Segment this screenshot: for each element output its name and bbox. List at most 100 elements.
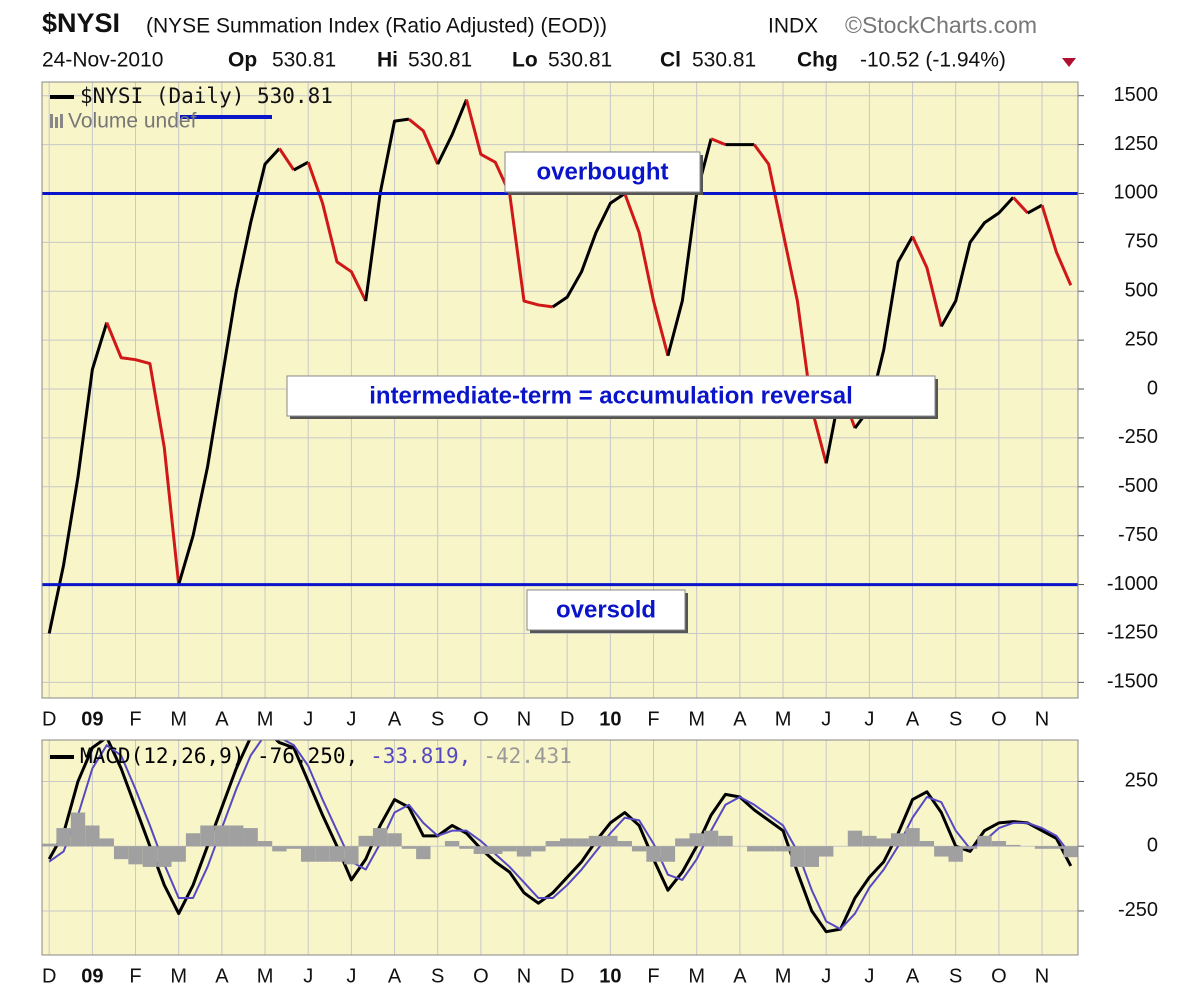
x-tick-label: M	[688, 965, 705, 987]
line-piece	[306, 161, 368, 302]
volume-icon	[60, 114, 63, 128]
x-tick-label: M	[775, 708, 792, 730]
legend-label: -33.819,	[370, 744, 471, 768]
line-piece	[940, 196, 1015, 328]
histogram-bar	[372, 828, 388, 847]
histogram-bar	[790, 846, 805, 867]
x-tick-label: A	[906, 708, 920, 730]
line-piece	[1012, 196, 1029, 215]
histogram-bar	[675, 838, 690, 847]
x-tick-label: M	[775, 965, 792, 987]
histogram-bar	[761, 846, 776, 852]
histogram-bar	[128, 846, 143, 865]
x-tick-label: D	[560, 708, 574, 730]
histogram-bar	[977, 835, 992, 847]
x-tick-label: D	[42, 965, 56, 987]
histogram-bar	[531, 846, 546, 852]
histogram-bar	[329, 846, 345, 862]
histogram-bar	[560, 838, 575, 847]
histogram-bar	[272, 846, 287, 852]
histogram-bar	[603, 835, 618, 847]
x-tick-label: S	[949, 965, 962, 987]
x-tick-label: F	[129, 708, 141, 730]
legend-label: -42.431	[483, 744, 572, 768]
line-piece	[710, 137, 727, 146]
histogram-bar	[444, 841, 460, 847]
histogram-bar	[257, 841, 273, 847]
quote-label: Lo	[512, 49, 538, 72]
x-tick-label: A	[215, 965, 229, 987]
x-tick-label: N	[517, 965, 531, 987]
x-tick-label: S	[949, 708, 962, 730]
histogram-bar	[718, 835, 733, 847]
x-tick-label: M	[170, 965, 187, 987]
histogram-bar	[344, 846, 359, 865]
histogram-bar	[1034, 846, 1050, 849]
chart-title: $NYSI	[42, 8, 120, 38]
histogram-bar	[85, 825, 100, 847]
y-tick-label: 1500	[1114, 84, 1159, 106]
annotation: oversold	[556, 596, 656, 623]
plot	[42, 740, 1078, 934]
histogram-bar	[890, 833, 906, 847]
line-piece	[47, 322, 109, 634]
histogram-bar	[142, 846, 158, 867]
quote-label: Op	[228, 49, 257, 72]
x-tick-label: 10	[599, 708, 621, 730]
x-tick-label: N	[1035, 708, 1049, 730]
line-piece	[407, 117, 440, 165]
histogram-bar	[56, 828, 71, 847]
histogram-bar	[1063, 846, 1078, 858]
histogram-bar	[804, 846, 819, 867]
line-piece	[278, 147, 296, 171]
source: ©StockCharts.com	[845, 12, 1037, 38]
annotation: overbought	[537, 158, 669, 185]
y-tick-label: 0	[1147, 377, 1158, 399]
y-tick-label: 1250	[1114, 133, 1159, 155]
annotation-box	[526, 589, 686, 631]
x-tick-label: F	[647, 708, 659, 730]
histogram-bar	[286, 846, 301, 849]
quote-value: 530.81	[408, 49, 472, 72]
x-tick-label: J	[346, 965, 356, 987]
line-piece	[177, 147, 281, 586]
histogram-bar	[416, 846, 431, 860]
x-tick-label: A	[906, 965, 920, 987]
x-tick-label: J	[303, 965, 313, 987]
quote-value: 530.81	[548, 49, 612, 72]
legend: MACD(12,26,9) -76.250, -33.819, -42.431	[80, 744, 572, 768]
histogram-bar	[1049, 846, 1064, 849]
histogram-bar	[703, 830, 719, 847]
y-tick-label: 250	[1125, 328, 1158, 350]
histogram-bar	[301, 846, 316, 862]
line-piece	[1026, 203, 1043, 215]
x-tick-label: F	[129, 965, 141, 987]
plot-background	[42, 740, 1078, 955]
x-tick-label: M	[257, 965, 274, 987]
histogram-bar	[185, 833, 201, 847]
y-tick-label: -250	[1118, 899, 1158, 921]
line-piece	[364, 117, 410, 302]
line-piece	[105, 321, 181, 585]
plot-border	[41, 81, 1079, 699]
y-tick-label: 1000	[1114, 182, 1159, 204]
x-tick-label: J	[864, 965, 874, 987]
x-tick-label: N	[517, 708, 531, 730]
y-tick-label: -500	[1118, 475, 1158, 497]
y-tick-label: -1500	[1107, 671, 1158, 693]
x-tick-label: O	[473, 965, 489, 987]
histogram-bar	[905, 828, 920, 847]
histogram-bar	[689, 833, 704, 847]
y-tick-label: 250	[1125, 770, 1158, 792]
histogram-bar	[157, 846, 172, 867]
x-tick-label: A	[733, 965, 747, 987]
histogram-bar	[42, 843, 57, 847]
down-marker	[1062, 58, 1076, 67]
x-tick-label: M	[688, 708, 705, 730]
histogram-bar	[358, 835, 373, 847]
x-tick-label: J	[346, 708, 356, 730]
line-piece	[436, 99, 468, 165]
x-tick-label: J	[303, 708, 313, 730]
histogram-bar	[747, 846, 762, 852]
histogram-bar	[229, 825, 244, 847]
